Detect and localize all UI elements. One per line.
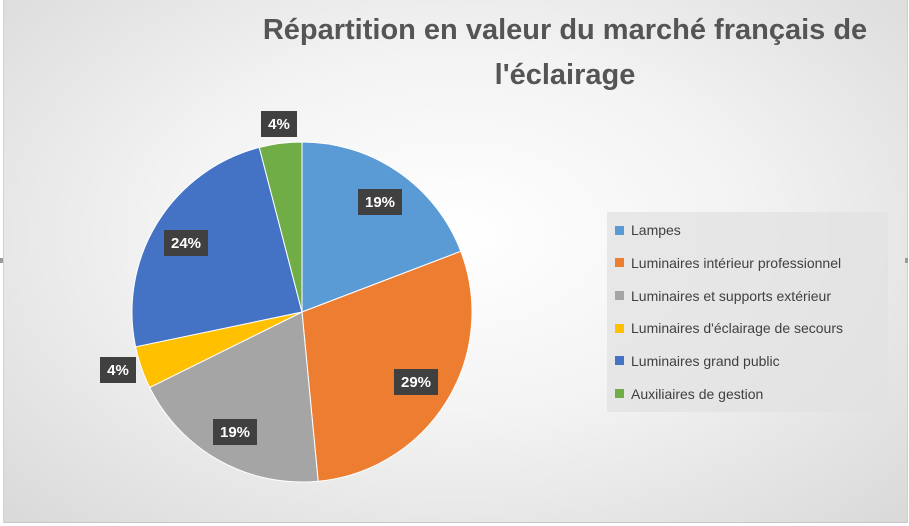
legend-swatch: [615, 258, 624, 268]
legend-item-luminaires-et-supports-exterieur[interactable]: Luminaires et supports extérieur: [607, 288, 888, 304]
legend-label: Luminaires d'éclairage de secours: [631, 320, 844, 337]
pie-slice-luminaires-et-supports-exterieur[interactable]: [149, 311, 319, 483]
legend-item-auxiliaires-de-gestion[interactable]: Auxiliaires de gestion: [607, 386, 888, 402]
legend-swatch: [615, 356, 624, 366]
chart-title: Répartition en valeur du marché français…: [262, 14, 868, 91]
legend-swatch: [615, 225, 624, 235]
data-label-luminaires-grand-public: 24%: [164, 230, 208, 256]
legend-item-luminaires-d-eclairage-de-secours[interactable]: Luminaires d'éclairage de secours: [607, 320, 888, 336]
data-label-box: [358, 189, 402, 215]
pie-slice-luminaires-grand-public[interactable]: [131, 146, 303, 348]
data-label-box: [164, 230, 208, 256]
data-label-text: 29%: [401, 374, 431, 391]
data-label-lampes: 19%: [358, 189, 402, 215]
legend-label: Auxiliaires de gestion: [631, 385, 764, 402]
legend-swatch: [615, 323, 624, 333]
resize-handle-left[interactable]: [0, 258, 3, 263]
resize-handle-right[interactable]: [905, 258, 908, 263]
data-label-box: [213, 419, 257, 445]
data-label-luminaires-d-eclairage-de-secours: 4%: [100, 357, 136, 383]
legend-label: Lampes: [631, 222, 681, 239]
legend-item-lampes[interactable]: Lampes: [607, 222, 888, 238]
pie-slice-luminaires-interieur-professionnel[interactable]: [301, 250, 473, 482]
data-label-text: 4%: [107, 362, 129, 379]
legend-label: Luminaires intérieur professionnel: [631, 254, 842, 271]
data-label-text: 19%: [365, 194, 395, 211]
data-label-text: 4%: [268, 116, 290, 133]
legend-swatch: [615, 389, 624, 399]
legend-item-luminaires-interieur-professionnel[interactable]: Luminaires intérieur professionnel: [607, 255, 888, 271]
data-label-text: 24%: [171, 235, 201, 252]
legend-label: Luminaires grand public: [631, 352, 780, 369]
data-label-box: [100, 357, 136, 383]
data-label-box: [394, 369, 438, 395]
legend-label: Luminaires et supports extérieur: [631, 287, 831, 304]
legend[interactable]: Lampes Luminaires intérieur professionnel…: [607, 212, 888, 412]
data-label-auxiliaires-de-gestion: 4%: [261, 111, 297, 137]
data-label-text: 19%: [220, 424, 250, 441]
pie-slice-auxiliaires-de-gestion[interactable]: [258, 141, 303, 313]
data-label-luminaires-interieur-professionnel: 29%: [394, 369, 438, 395]
pie-slice-lampes[interactable]: [301, 141, 462, 313]
data-label-luminaires-et-supports-exterieur: 19%: [213, 419, 257, 445]
legend-item-luminaires-grand-public[interactable]: Luminaires grand public: [607, 353, 888, 369]
legend-swatch: [615, 291, 624, 301]
data-label-box: [261, 111, 297, 137]
